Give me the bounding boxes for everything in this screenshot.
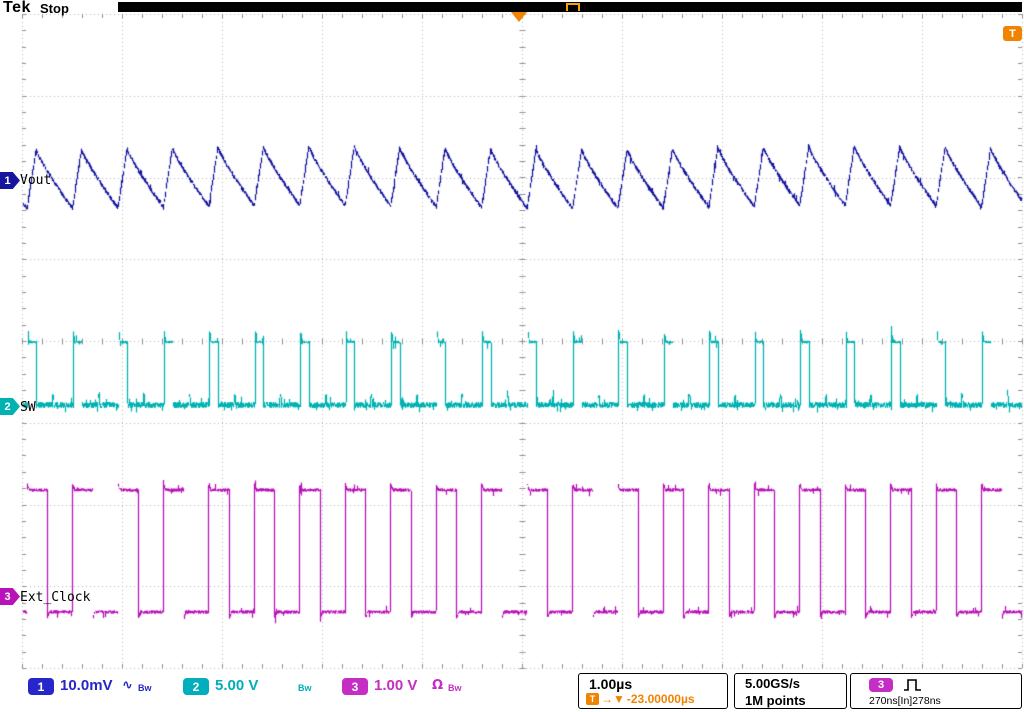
acquisition-status: Stop <box>40 1 69 16</box>
channel-1-bandwidth-label: Bw <box>138 683 152 693</box>
readout-bar: 1 10.0mV ∿ Bw 2 5.00 V Bw 3 1.00 V Ω Bw … <box>0 670 1024 712</box>
channel-3-impedance-icon: Ω <box>432 678 443 693</box>
channel-2-badge: 2 <box>183 678 209 695</box>
trigger-level-badge: T <box>1003 26 1022 41</box>
timebase-readout: 1.00µs T →▼ -23.00000µs <box>578 673 728 709</box>
channel-1-label: Vout <box>20 173 51 188</box>
channel-3-scale: 1.00 V <box>374 677 417 694</box>
trigger-readout: 3 270ns[In]278ns <box>850 673 1022 709</box>
record-window-marker-icon <box>566 3 580 11</box>
channel-2-scale: 5.00 V <box>215 677 258 694</box>
pulse-width-icon <box>903 678 923 692</box>
trigger-delay-value: -23.00000µs <box>627 692 695 706</box>
acquisition-readout: 5.00GS/s 1M points <box>734 673 847 709</box>
timebase-scale: 1.00µs <box>589 676 632 692</box>
channel-2-label: SW <box>20 400 36 415</box>
tek-logo: Tek <box>3 0 31 17</box>
record-length: 1M points <box>745 693 806 708</box>
trigger-detail: 270ns[In]278ns <box>869 695 941 707</box>
trigger-position-marker-icon <box>511 12 527 22</box>
channel-1-badge: 1 <box>28 678 54 695</box>
waveform-display <box>0 0 1024 712</box>
trigger-t-badge: T <box>586 693 599 705</box>
channel-1-coupling-icon: ∿ <box>122 678 133 693</box>
sample-rate: 5.00GS/s <box>745 676 800 691</box>
channel-3-bandwidth-label: Bw <box>448 683 462 693</box>
channel-1-scale: 10.0mV <box>60 677 113 694</box>
trigger-delay-readout: T →▼ -23.00000µs <box>586 692 695 706</box>
trigger-source-badge: 3 <box>869 678 893 692</box>
oscilloscope-screen: Tek Stop T 1 2 3 Vout SW Ext_Clock 1 10.… <box>0 0 1024 712</box>
channel-3-badge: 3 <box>342 678 368 695</box>
channel-3-label: Ext_Clock <box>20 590 90 605</box>
trigger-arrow-icon: →▼ <box>601 692 625 706</box>
channel-2-bandwidth-label: Bw <box>298 683 312 693</box>
